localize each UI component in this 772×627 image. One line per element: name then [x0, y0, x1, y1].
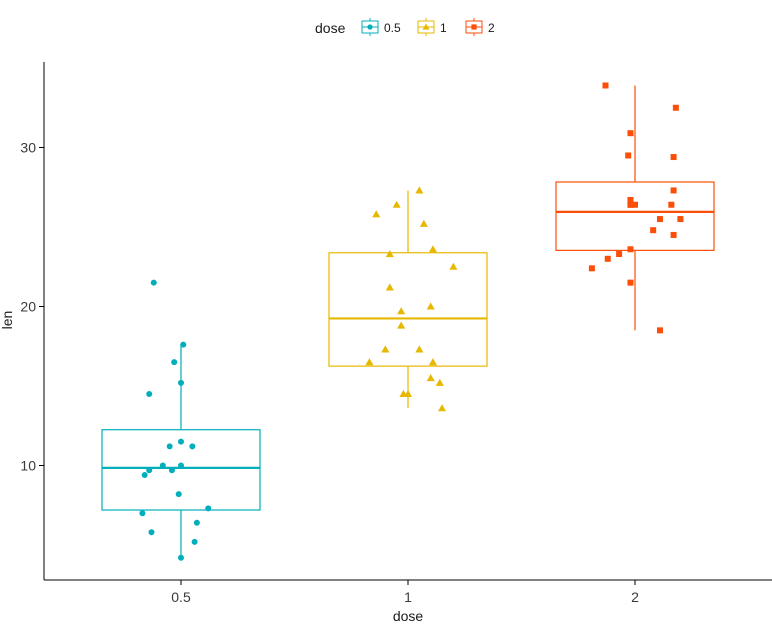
- data-point: [625, 152, 632, 159]
- data-point: [381, 345, 390, 353]
- data-point: [670, 187, 677, 194]
- data-point: [166, 443, 173, 450]
- legend-key-marker: [422, 23, 430, 30]
- y-axis-title: len: [0, 311, 15, 330]
- series-2: [555, 82, 715, 334]
- y-tick-label: 20: [20, 299, 36, 315]
- data-point: [403, 389, 413, 397]
- data-point: [449, 262, 458, 270]
- series-0.5: [101, 279, 261, 561]
- data-point: [438, 404, 447, 412]
- data-point: [146, 467, 153, 474]
- data-point: [415, 345, 424, 353]
- legend-label: 0.5: [384, 21, 401, 35]
- data-point: [397, 321, 406, 329]
- data-point: [616, 251, 623, 258]
- data-point: [677, 216, 684, 223]
- data-point: [171, 359, 178, 366]
- data-point: [180, 341, 187, 348]
- data-point: [191, 538, 198, 545]
- data-point: [670, 154, 677, 161]
- data-point: [627, 196, 634, 203]
- data-point: [189, 443, 196, 450]
- data-point: [139, 510, 146, 517]
- data-point: [193, 519, 200, 526]
- data-point: [588, 265, 595, 272]
- data-point: [146, 390, 153, 397]
- data-point: [627, 130, 634, 137]
- legend-entry-1: 1: [417, 18, 447, 36]
- data-point: [372, 210, 381, 218]
- data-point: [672, 104, 679, 111]
- x-tick-label: 0.5: [171, 589, 191, 605]
- data-point: [178, 554, 184, 561]
- data-point: [148, 529, 155, 536]
- data-point: [419, 219, 428, 227]
- data-point: [426, 374, 435, 382]
- data-point: [668, 201, 675, 208]
- data-point: [627, 201, 634, 208]
- data-point: [415, 186, 424, 194]
- data-point: [656, 327, 663, 334]
- data-point: [178, 438, 184, 445]
- data-point: [656, 216, 663, 223]
- data-point: [428, 358, 438, 366]
- data-point: [178, 379, 184, 386]
- data-point: [168, 467, 175, 474]
- x-axis-title: dose: [393, 608, 424, 624]
- data-point: [604, 255, 611, 262]
- legend-entry-0.5: 0.5: [361, 18, 401, 36]
- x-tick-label: 1: [404, 589, 412, 605]
- data-point: [150, 279, 157, 286]
- data-point: [428, 245, 438, 253]
- data-point: [632, 201, 638, 208]
- data-point: [627, 279, 634, 286]
- legend-label: 2: [488, 21, 495, 35]
- data-point: [141, 472, 148, 479]
- data-point: [365, 358, 374, 366]
- legend-key-marker: [367, 24, 373, 30]
- data-point: [178, 462, 184, 469]
- box: [328, 252, 488, 367]
- y-tick-label: 30: [20, 140, 36, 156]
- data-point: [385, 249, 394, 258]
- legend-key-marker: [471, 24, 477, 30]
- legend-title: dose: [315, 20, 346, 36]
- data-point: [205, 505, 212, 512]
- series-1: [328, 186, 488, 412]
- x-tick-label: 2: [631, 589, 639, 605]
- box: [101, 429, 261, 511]
- legend: dose 0.5 1 2: [315, 18, 495, 36]
- data-point: [627, 246, 634, 253]
- legend-entry-2: 2: [465, 18, 495, 36]
- data-point: [397, 307, 406, 315]
- box: [555, 181, 715, 251]
- y-tick-label: 10: [20, 458, 36, 474]
- data-point: [385, 283, 394, 291]
- data-point: [175, 491, 182, 498]
- data-point: [670, 231, 677, 238]
- data-point: [426, 302, 435, 310]
- data-point: [650, 227, 657, 234]
- legend-label: 1: [440, 21, 447, 35]
- data-point: [159, 462, 166, 469]
- data-point: [435, 378, 444, 386]
- data-point: [602, 82, 609, 89]
- data-point: [392, 200, 401, 208]
